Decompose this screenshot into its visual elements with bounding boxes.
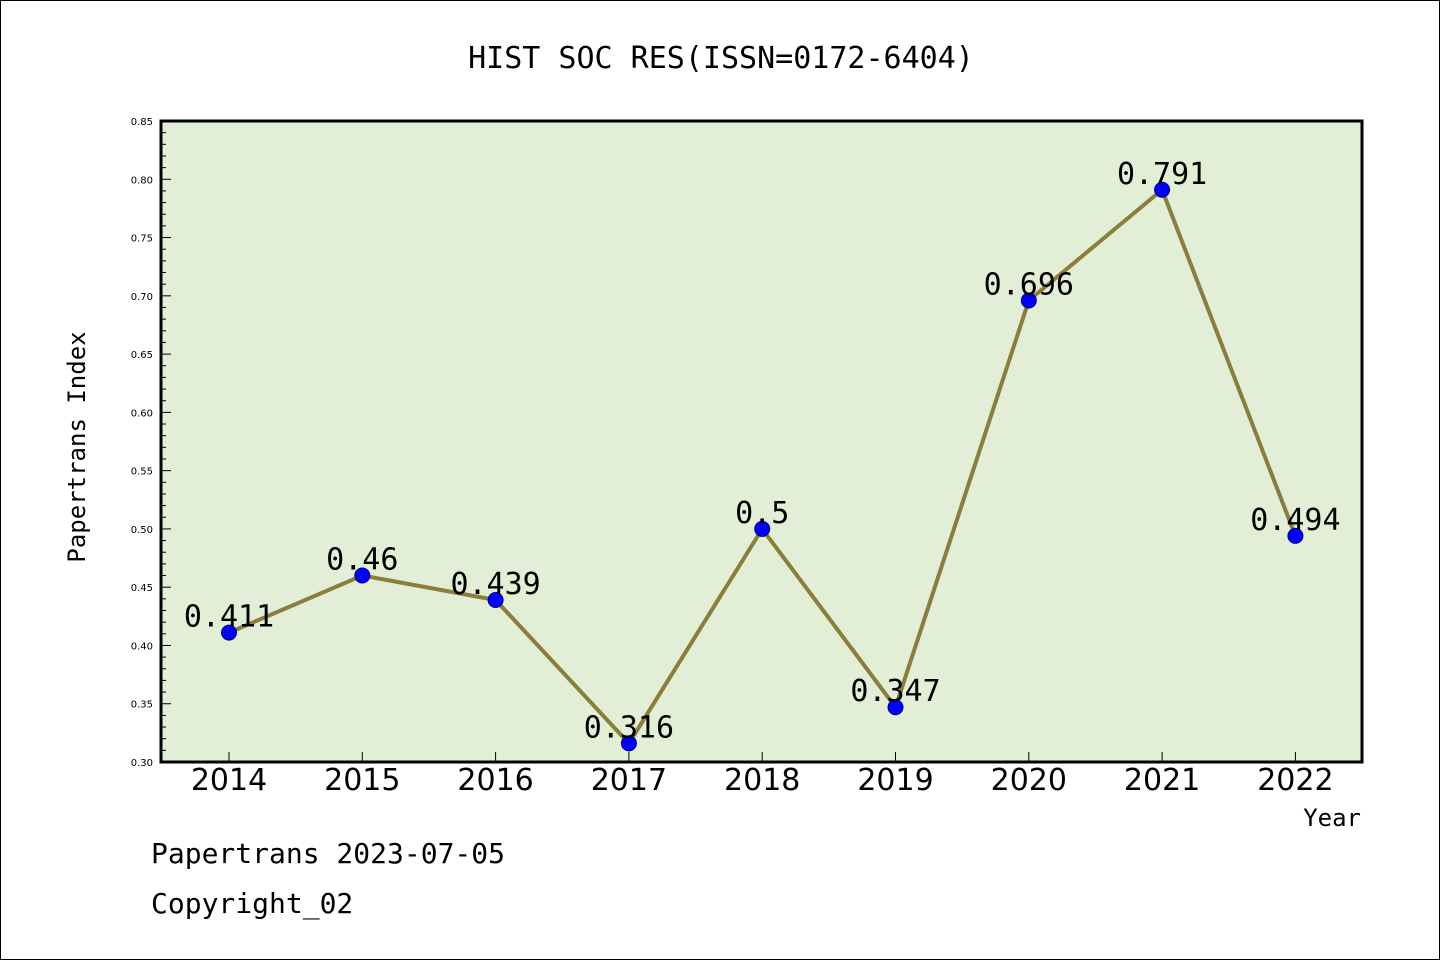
- data-point-marker: [754, 520, 771, 537]
- y-tick-label: 0.45: [131, 583, 153, 594]
- data-point-marker: [1020, 292, 1037, 309]
- plot-area: [161, 121, 1362, 762]
- data-point-marker: [1154, 181, 1171, 198]
- x-tick-label: 2014: [191, 763, 267, 798]
- y-tick-label: 0.65: [131, 350, 153, 361]
- data-label: 0.316: [584, 710, 674, 745]
- marker-group: [221, 181, 1304, 752]
- x-tick-label: 2015: [324, 763, 400, 798]
- y-tick-label: 0.80: [131, 175, 153, 186]
- data-point-marker: [354, 567, 371, 584]
- y-axis-ticks: 0.30 0.35 0.40 0.45 0.50 0.55 0.60 0.65 0.70 0.75…: [131, 117, 171, 769]
- y-tick-label: 0.55: [131, 467, 153, 478]
- x-tick-label: 2022: [1257, 763, 1333, 798]
- data-label: 0.494: [1250, 503, 1340, 538]
- data-point-marker: [1287, 527, 1304, 544]
- x-tick-label: 2017: [591, 763, 667, 798]
- y-tick-label: 0.30: [131, 758, 153, 769]
- x-tick-label: 2019: [857, 763, 933, 798]
- y-tick-label: 0.35: [131, 700, 153, 711]
- data-label-group: 0.411 0.46 0.439 0.316 0.5 0.347 0.696 0.791 0.4…: [184, 157, 1341, 746]
- y-tick-label: 0.40: [131, 641, 153, 652]
- data-label: 0.347: [850, 674, 940, 709]
- y-tick-label: 0.85: [131, 117, 153, 128]
- x-axis-label: Year: [1303, 804, 1361, 832]
- data-label: 0.791: [1117, 157, 1207, 192]
- data-label: 0.696: [984, 267, 1074, 302]
- data-point-marker: [221, 624, 237, 641]
- x-tick-label: 2018: [724, 763, 800, 798]
- x-axis-ticks: 2014 2015 2016 2017 2018 2019 2020 2021 2022: [191, 752, 1334, 798]
- y-axis-label: Papertrans Index: [63, 331, 91, 562]
- y-tick-label: 0.50: [131, 525, 153, 536]
- chart-title: HIST SOC RES(ISSN=0172-6404): [468, 41, 974, 76]
- x-tick-label: 2016: [457, 763, 533, 798]
- data-point-marker: [887, 699, 904, 716]
- y-tick-label: 0.70: [131, 292, 153, 303]
- footer-date-text: Papertrans 2023-07-05: [151, 837, 506, 870]
- data-point-marker: [487, 592, 504, 609]
- y-tick-label: 0.60: [131, 408, 153, 419]
- footer-copyright-text: Copyright_02: [151, 887, 354, 920]
- x-tick-label: 2020: [991, 763, 1067, 798]
- data-label: 0.46: [326, 543, 398, 578]
- data-label: 0.439: [450, 567, 540, 602]
- data-label: 0.411: [184, 600, 274, 635]
- plot-frame: [159, 119, 1364, 764]
- y-tick-label: 0.75: [131, 234, 153, 245]
- data-point-marker: [620, 735, 637, 752]
- data-label: 0.5: [735, 496, 789, 531]
- x-tick-label: 2021: [1124, 763, 1200, 798]
